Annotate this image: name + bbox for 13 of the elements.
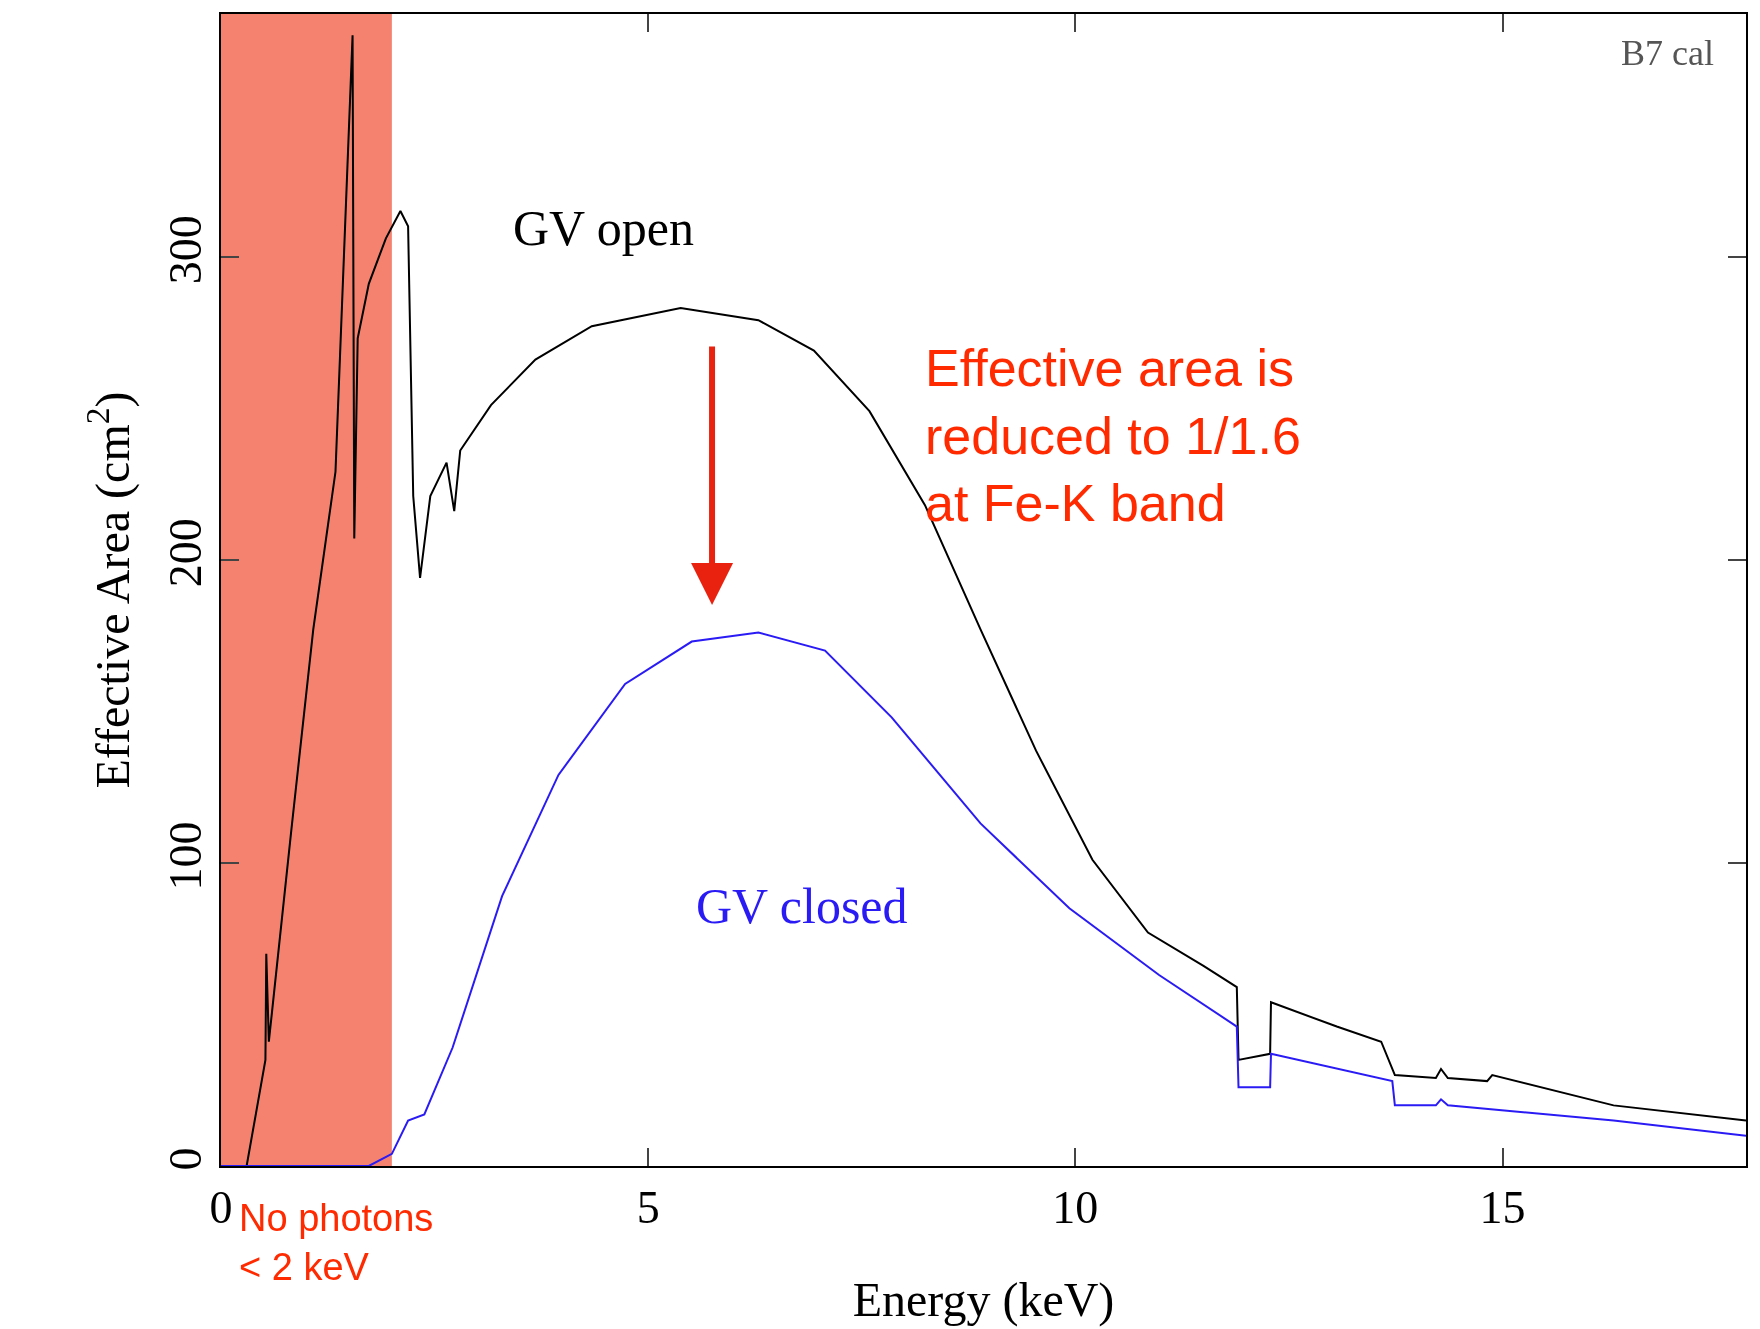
y-tick-label: 100 (159, 821, 211, 891)
x-axis-title: Energy (keV) (852, 1272, 1115, 1327)
y-tick-label: 200 (159, 518, 211, 588)
x-tick-label: 15 (1479, 1181, 1526, 1233)
annotation: B7 cal (1621, 33, 1714, 73)
y-tick-label: 300 (159, 215, 211, 285)
annotation: Effective area is reduced to 1/1.6 at Fe-K band (925, 339, 1301, 533)
x-tick-label: 5 (636, 1181, 660, 1233)
band-label: No photons < 2 keV (239, 1197, 434, 1289)
series-label: GV open (513, 200, 695, 256)
x-tick-label: 10 (1052, 1181, 1099, 1233)
y-tick-label: 0 (159, 1147, 211, 1171)
series-label: GV closed (696, 878, 908, 934)
